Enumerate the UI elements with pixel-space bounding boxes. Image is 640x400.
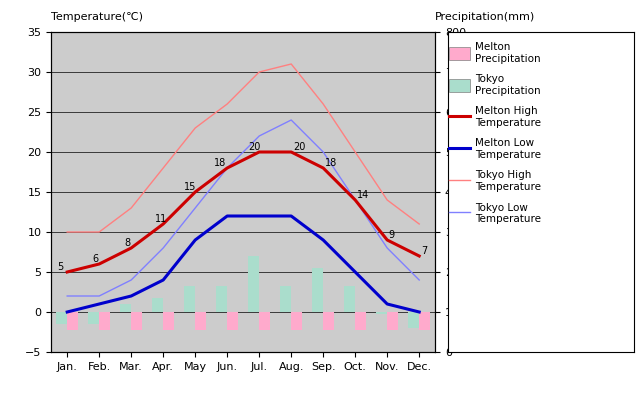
- Legend: Melton
Precipitation, Tokyo
Precipitation, Melton High
Temperature, Melton Low
T: Melton Precipitation, Tokyo Precipitatio…: [444, 37, 547, 229]
- Text: 7: 7: [421, 246, 427, 256]
- Bar: [280, 286, 291, 312]
- Bar: [163, 312, 174, 330]
- Text: 11: 11: [155, 214, 168, 224]
- Text: Precipitation(mm): Precipitation(mm): [435, 12, 536, 22]
- Bar: [216, 286, 227, 312]
- Bar: [408, 312, 419, 328]
- Text: 8: 8: [125, 238, 131, 248]
- Bar: [344, 286, 355, 312]
- Bar: [120, 304, 131, 312]
- Bar: [419, 312, 430, 330]
- Bar: [227, 312, 238, 330]
- Text: Temperature(℃): Temperature(℃): [51, 12, 143, 22]
- Bar: [184, 286, 195, 312]
- Text: 6: 6: [93, 254, 99, 264]
- Text: 20: 20: [292, 142, 305, 152]
- Text: 9: 9: [388, 230, 395, 240]
- Bar: [88, 312, 99, 324]
- Bar: [291, 312, 302, 330]
- Bar: [99, 312, 110, 330]
- Bar: [67, 312, 79, 330]
- Bar: [131, 312, 142, 330]
- Bar: [312, 268, 323, 312]
- Bar: [56, 312, 67, 324]
- Bar: [259, 312, 270, 330]
- Bar: [355, 312, 366, 330]
- Bar: [387, 312, 398, 330]
- Text: 5: 5: [58, 262, 64, 272]
- Text: 18: 18: [214, 158, 227, 168]
- Text: 14: 14: [357, 190, 369, 200]
- Bar: [195, 312, 206, 330]
- Text: 18: 18: [324, 158, 337, 168]
- Bar: [376, 312, 387, 314]
- Text: 20: 20: [248, 142, 260, 152]
- Bar: [248, 256, 259, 312]
- Bar: [152, 298, 163, 312]
- Bar: [323, 312, 334, 330]
- Text: 15: 15: [184, 182, 196, 192]
